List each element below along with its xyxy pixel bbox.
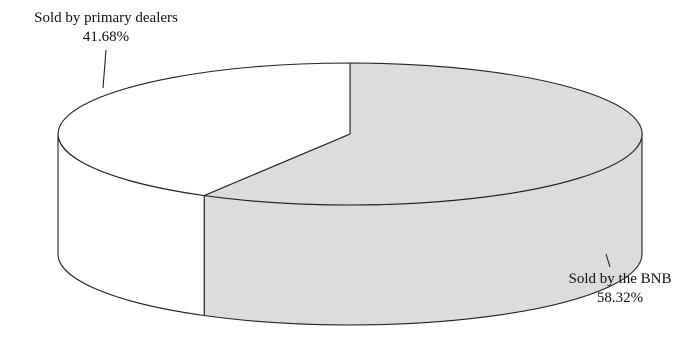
pie-slices (57, 62, 643, 326)
leader-line-primary-dealers (102, 49, 107, 89)
slice-label-bnb: Sold by the BNB (569, 271, 672, 287)
pie-slice-bnb (203, 62, 643, 206)
slice-value-bnb: 58.32% (597, 290, 643, 306)
pie-labels: Sold by primary dealers 41.68% Sold by t… (34, 10, 671, 306)
slice-value-primary-dealers: 41.68% (83, 29, 129, 45)
leader-line-bnb (605, 253, 611, 268)
pie-slice-primary-dealers (57, 62, 351, 197)
slice-label-primary-dealers: Sold by primary dealers (34, 10, 178, 26)
